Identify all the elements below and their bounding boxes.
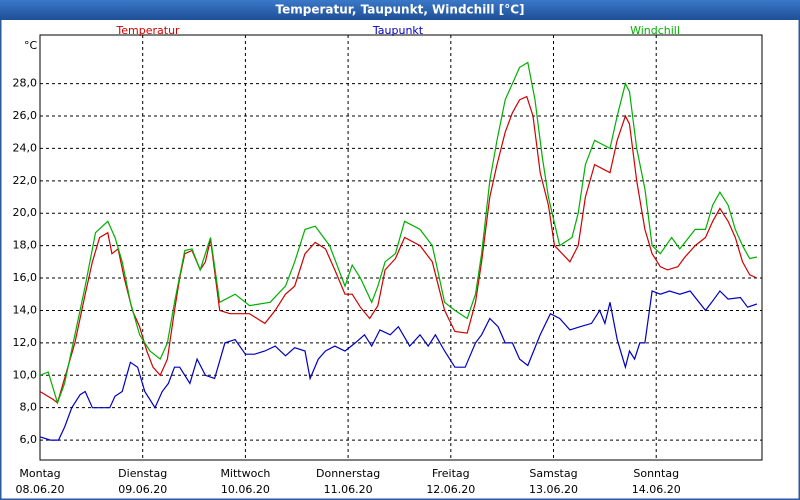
y-tick-label: 8,0 [20,401,38,414]
series-line [39,61,758,405]
y-unit: °C [24,39,38,52]
plot-border [39,34,763,461]
y-tick-label: 18,0 [13,239,38,252]
x-tick-date: 10.06.20 [221,483,270,496]
series-line [39,290,758,441]
y-tick-label: 6,0 [20,433,38,446]
x-tick-date: 12.06.20 [426,483,475,496]
x-tick-date: 13.06.20 [529,483,578,496]
x-tick-label: Samstag [529,467,577,480]
x-tick-label: Dienstag [118,467,167,480]
series-line [39,95,758,404]
y-tick-label: 10,0 [13,368,38,381]
y-tick-label: 24,0 [13,141,38,154]
x-tick-date: 09.06.20 [118,483,167,496]
x-tick-date: 11.06.20 [324,483,373,496]
y-tick-label: 20,0 [13,206,38,219]
y-tick-label: 12,0 [13,336,38,349]
y-tick-label: 28,0 [13,77,38,90]
legend-label: Taupunkt [372,24,424,37]
chart-title: Temperatur, Taupunkt, Windchill [°C] [276,3,525,17]
legend-label: Temperatur [115,24,180,37]
y-tick-label: 16,0 [13,271,38,284]
y-tick-label: 14,0 [13,303,38,316]
x-tick-label: Donnerstag [316,467,380,480]
x-tick-label: Montag [19,467,60,480]
y-tick-label: 22,0 [13,174,38,187]
x-tick-date: 08.06.20 [16,483,65,496]
title-bar [0,0,800,20]
legend-label: Windchill [630,24,680,37]
x-tick-label: Sonntag [633,467,679,480]
x-tick-label: Mittwoch [220,467,270,480]
x-tick-label: Freitag [432,467,470,480]
x-tick-date: 14.06.20 [632,483,681,496]
y-tick-label: 26,0 [13,109,38,122]
